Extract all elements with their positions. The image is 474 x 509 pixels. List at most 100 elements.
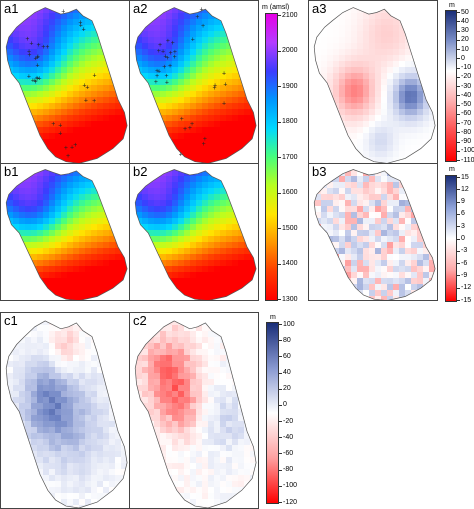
svg-text:+: + (213, 82, 217, 89)
colorbar-tick-mark (457, 113, 460, 115)
svg-text:+: + (92, 98, 96, 105)
colorbar-tick-mark (457, 287, 460, 289)
colorbar-tick-mark (457, 86, 460, 87)
svg-text:+: + (179, 152, 183, 159)
svg-text:+: + (200, 7, 204, 14)
colorbar-tick-mark (457, 150, 460, 152)
svg-text:+: + (191, 37, 195, 44)
colorbar-tick-mark (457, 177, 460, 178)
svg-text:+: + (64, 145, 68, 152)
colorbar-tick-mark (278, 86, 281, 87)
svg-text:+: + (51, 121, 55, 128)
svg-text:+: + (155, 73, 159, 80)
colorbar-tick-mark (457, 12, 460, 13)
svg-text:+: + (157, 48, 161, 55)
colorbar-tick-label: 15 (461, 173, 469, 181)
colorbar-tick-label: 20 (461, 36, 469, 44)
map-panel-c2: c2 (129, 312, 259, 509)
svg-text:+: + (45, 44, 49, 51)
colorbar-tick-mark (457, 238, 460, 240)
colorbar-tick-mark (457, 263, 460, 265)
colorbar-tick-label: 9 (461, 198, 465, 206)
svg-text:+: + (164, 73, 168, 80)
svg-text:+: + (166, 38, 170, 45)
elevation-colorbar-unit: m (amsl) (262, 4, 290, 11)
colorbar-tick-mark (279, 356, 282, 358)
svg-text:+: + (35, 76, 39, 83)
colorbar-tick-label: -12 (461, 284, 472, 292)
colorbar-tick-label: 6 (461, 210, 465, 218)
svg-text:+: + (212, 85, 216, 92)
colorbar-tick-mark (279, 340, 282, 342)
svg-text:+: + (58, 123, 62, 130)
svg-text:+: + (73, 142, 77, 149)
svg-text:+: + (173, 49, 177, 56)
colorbar-tick-label: -3 (461, 247, 468, 255)
colorbar-tick-mark (279, 437, 282, 439)
colorbar-tick-label: -40 (461, 91, 472, 99)
svg-text:+: + (222, 71, 226, 78)
colorbar-tick-label: 1300 (282, 295, 298, 303)
svg-text:+: + (85, 84, 89, 91)
colorbar-tick-mark (457, 132, 460, 134)
svg-text:+: + (166, 55, 170, 62)
svg-text:+: + (79, 22, 83, 29)
colorbar-tick-label: 1700 (282, 153, 298, 161)
colorbar-tick-label: -40 (283, 433, 294, 441)
colorbar-tick-label: -20 (461, 73, 472, 81)
svg-text:+: + (169, 50, 173, 57)
svg-text:+: + (183, 126, 187, 133)
colorbar-tick-label: -20 (283, 417, 294, 425)
svg-text:+: + (82, 82, 86, 89)
map-panel-c1: c1 (0, 312, 130, 509)
map-panel-a3: a3 (308, 0, 438, 164)
colorbar-tick-label: -15 (461, 296, 472, 304)
colorbar-tick-label: -80 (283, 466, 294, 474)
colorbar-tick-label: 1400 (282, 260, 298, 267)
svg-text:+: + (36, 42, 40, 49)
svg-text:+: + (34, 79, 38, 86)
colorbar-tick-label: -110 (461, 156, 474, 164)
svg-text:+: + (201, 23, 205, 30)
colorbar-tick-mark (457, 300, 460, 301)
svg-text:+: + (188, 125, 192, 132)
colorbar-tick-mark (457, 250, 460, 252)
colorbar-tick-label: -80 (461, 128, 472, 136)
svg-text:+: + (222, 101, 226, 108)
map-panel-a2: a2 + + + + + + + + + + + + + + + + + + + + + + + + + + + + + + + + + + (129, 0, 259, 164)
difference-map-b3 (313, 169, 436, 300)
colorbar-tick-label: 20 (283, 385, 291, 393)
colorbar-tick-label: 60 (283, 352, 291, 360)
colorbar-tick-mark (457, 21, 460, 23)
colorbar-tick-label: -60 (461, 110, 472, 118)
panel-label-b3: b3 (312, 164, 327, 179)
panel-label-a2: a2 (133, 1, 148, 16)
colorbar-tick-label: 30 (461, 27, 469, 34)
colorbar-tick-label: -60 (283, 449, 294, 457)
colorbar-tick-mark (457, 58, 460, 60)
colorbar-tick-mark (278, 192, 281, 194)
colorbar-tick-mark (279, 404, 282, 406)
svg-text:+: + (168, 63, 172, 70)
colorbar-tick-label: 2000 (282, 47, 298, 54)
colorbar-tick-mark (457, 213, 460, 215)
svg-text:+: + (70, 144, 74, 151)
svg-text:+: + (78, 20, 82, 27)
colorbar-tick-label: -90 (461, 138, 472, 145)
colorbar-tick-mark (457, 76, 460, 78)
svg-text:+: + (195, 14, 199, 21)
svg-text:+: + (202, 141, 206, 148)
svg-text:+: + (33, 78, 37, 85)
svg-text:+: + (38, 76, 42, 83)
colorbar-tick-label: 1600 (282, 189, 298, 196)
map-panel-b3: b3 (308, 163, 438, 301)
colorbar-tick-label: -120 (283, 498, 298, 506)
colorbar-tick-mark (457, 123, 460, 124)
colorbar-tick-mark (279, 324, 282, 325)
panel-label-a1: a1 (4, 1, 19, 16)
colorbar-tick-label: 3 (461, 222, 465, 230)
colorbar-tick-mark (457, 141, 460, 143)
colorbar-tick-label: 100 (283, 320, 295, 328)
svg-text:+: + (203, 136, 207, 143)
colorbar-tick-label: 1800 (282, 118, 298, 125)
